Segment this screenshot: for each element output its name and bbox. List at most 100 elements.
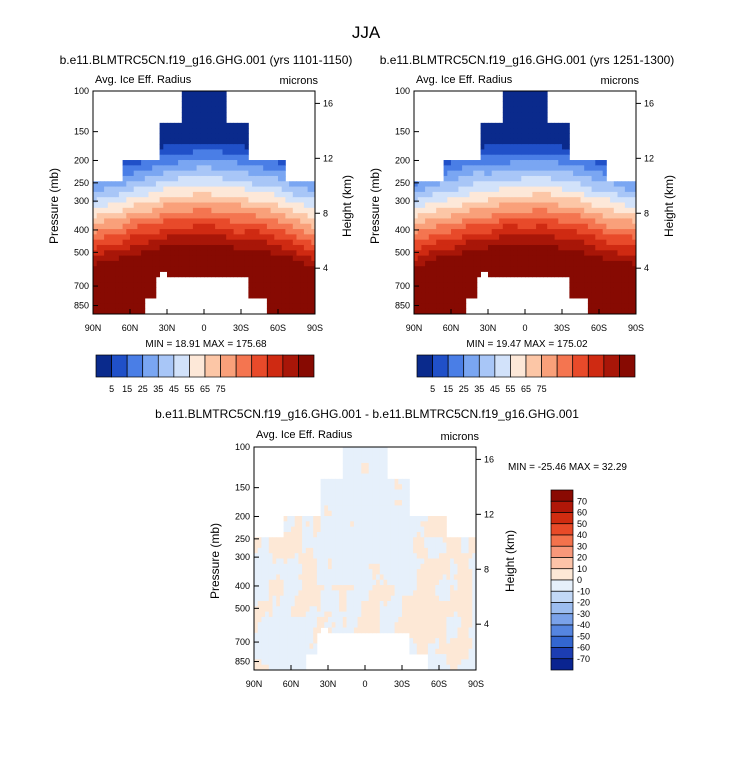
field-cell	[617, 266, 622, 272]
field-cell	[192, 207, 197, 214]
field-cell	[189, 255, 194, 262]
field-cell	[372, 627, 377, 634]
field-cell	[432, 276, 437, 283]
field-cell	[465, 260, 470, 267]
field-cell	[376, 457, 381, 464]
field-cell	[576, 292, 581, 299]
field-cell	[130, 160, 135, 166]
field-cell	[141, 165, 146, 172]
field-cell	[510, 160, 515, 166]
field-cell	[539, 186, 544, 193]
field-cell	[532, 260, 537, 267]
field-cell	[539, 112, 544, 118]
field-cell	[416, 558, 421, 565]
field-cell	[573, 244, 578, 251]
field-cell	[417, 282, 422, 288]
field-cell	[462, 260, 467, 267]
field-cell	[576, 229, 581, 235]
field-cell	[465, 181, 470, 187]
field-cell	[305, 611, 310, 618]
latitude-tick-label: 0	[201, 323, 206, 333]
field-cell	[462, 266, 467, 272]
field-cell	[621, 234, 626, 241]
field-cell	[137, 244, 142, 251]
field-cell	[547, 239, 552, 246]
field-cell	[283, 563, 288, 570]
field-cell	[521, 250, 526, 256]
field-cell	[513, 128, 518, 134]
field-cell	[521, 218, 526, 225]
field-cell	[115, 207, 120, 214]
field-cell	[96, 234, 101, 241]
field-cell	[342, 558, 347, 565]
field-cell	[580, 165, 585, 172]
field-cell	[431, 531, 436, 538]
field-cell	[148, 271, 153, 278]
field-cell	[565, 138, 570, 145]
field-cell	[368, 563, 373, 570]
field-cell	[376, 627, 381, 634]
field-cell	[335, 542, 340, 549]
field-cell	[342, 579, 347, 586]
field-cell	[387, 505, 392, 512]
field-cell	[152, 186, 157, 193]
field-cell	[502, 154, 507, 161]
field-cell	[178, 160, 183, 166]
field-cell	[473, 260, 478, 267]
field-cell	[417, 266, 422, 272]
field-cell	[480, 223, 485, 230]
field-cell	[502, 91, 507, 97]
field-cell	[510, 101, 515, 108]
field-cell	[285, 308, 290, 315]
field-cell	[189, 234, 194, 241]
field-cell	[476, 234, 481, 241]
field-cell	[443, 175, 448, 182]
field-cell	[141, 250, 146, 256]
field-cell	[502, 244, 507, 251]
field-cell	[118, 298, 123, 304]
field-cell	[226, 229, 231, 235]
field-cell	[200, 207, 205, 214]
field-cell	[118, 191, 123, 198]
field-cell	[281, 207, 286, 214]
field-cell	[155, 239, 160, 246]
field-cell	[465, 271, 470, 278]
field-cell	[292, 276, 297, 283]
field-cell	[320, 537, 325, 543]
field-cell	[302, 622, 307, 628]
field-cell	[107, 250, 112, 256]
panel-1-subtitle-left: Avg. Ice Eff. Radius	[95, 74, 192, 86]
colorbar-swatch	[416, 354, 433, 378]
field-cell	[454, 191, 459, 198]
field-cell	[469, 186, 474, 193]
field-cell	[383, 542, 388, 549]
field-cell	[506, 128, 511, 134]
field-cell	[181, 170, 186, 177]
field-cell	[93, 287, 98, 294]
field-cell	[502, 213, 507, 219]
field-cell	[303, 186, 308, 193]
field-cell	[294, 516, 299, 522]
field-cell	[417, 186, 422, 193]
field-cell	[573, 181, 578, 187]
field-cell	[263, 260, 268, 267]
field-cell	[144, 181, 149, 187]
field-cell	[196, 160, 201, 166]
field-cell	[350, 447, 355, 453]
field-cell	[480, 138, 485, 145]
field-cell	[274, 165, 279, 172]
field-cell	[532, 106, 537, 113]
field-cell	[133, 223, 138, 230]
field-cell	[558, 271, 563, 278]
field-cell	[379, 478, 384, 485]
field-cell	[617, 292, 622, 299]
field-cell	[278, 160, 283, 166]
field-cell	[394, 611, 399, 618]
field-cell	[174, 213, 179, 219]
field-cell	[270, 175, 275, 182]
field-cell	[539, 271, 544, 278]
field-cell	[521, 165, 526, 172]
field-cell	[621, 197, 626, 203]
field-cell	[454, 229, 459, 235]
field-cell	[398, 627, 403, 634]
